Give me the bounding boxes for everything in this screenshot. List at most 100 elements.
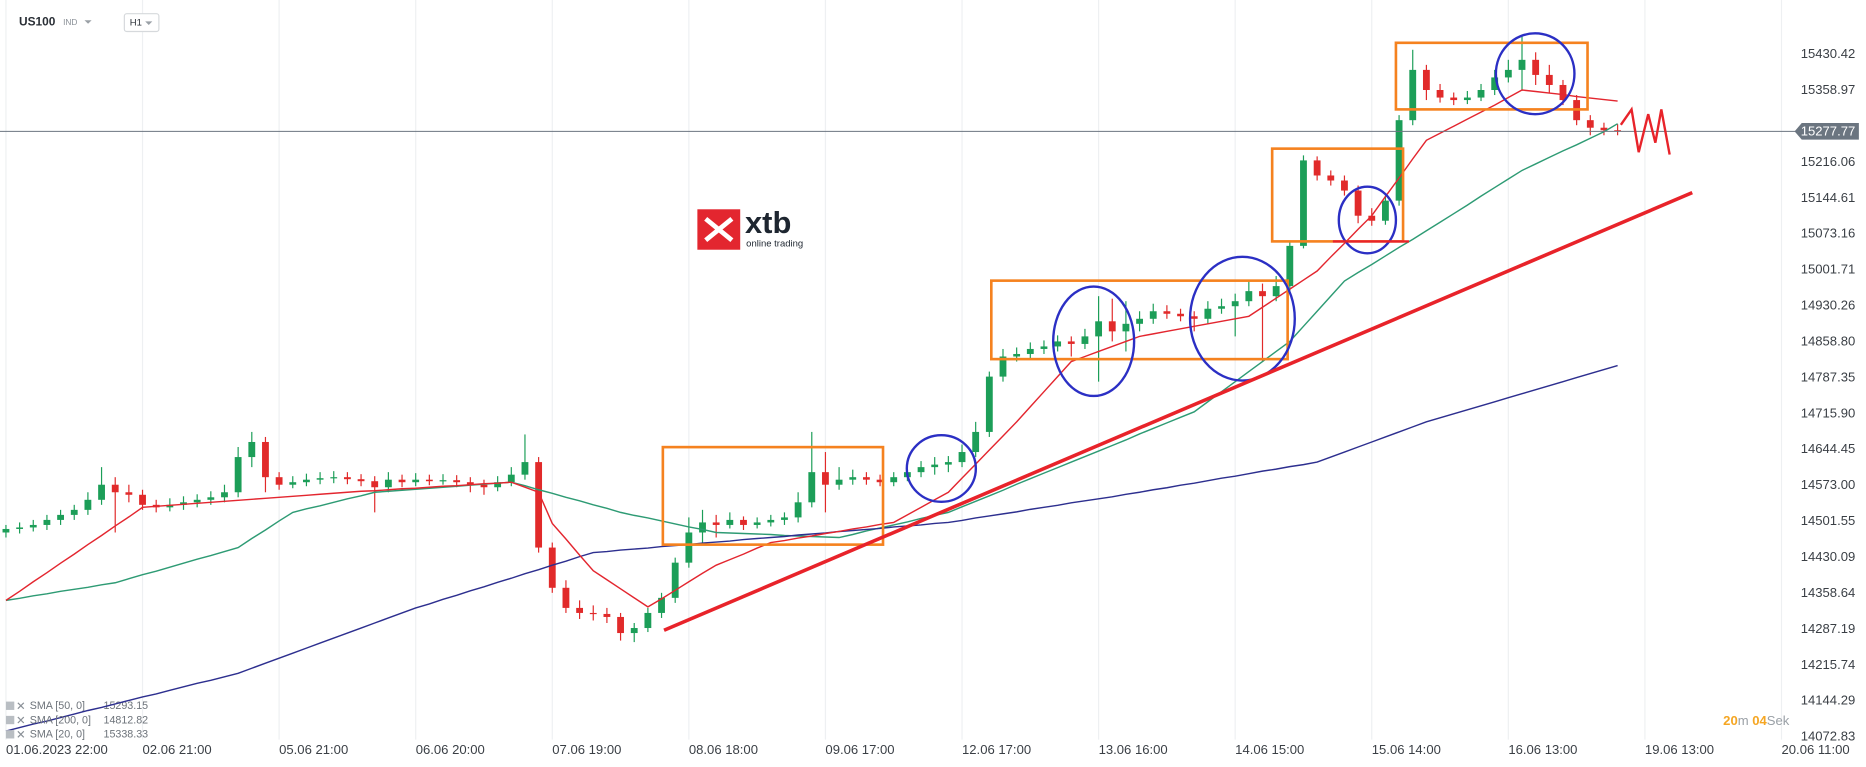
candle-body [1341,180,1348,191]
candle-body [439,480,447,482]
market: IND [63,17,77,27]
symbol: US100 [19,15,56,29]
candle-body [43,519,51,525]
candle-body [1259,291,1266,297]
x-tick-label: 08.06 18:00 [689,742,758,757]
logo-text: xtb [745,205,791,240]
candle-body [1313,160,1321,176]
annotation-circle [1337,185,1398,255]
candle-body [740,519,747,525]
candle-body [1368,215,1376,221]
candle-body [999,356,1007,377]
countdown-seconds: 04 [1752,713,1767,728]
candle-body [1422,69,1430,91]
candle-body [2,528,10,533]
candle-body [835,479,843,485]
x-tick-label: 20.06 11:00 [1782,742,1850,757]
candle-body [603,613,611,617]
trend-line [663,191,1693,632]
candle-body [589,612,597,615]
annotation-box [1394,41,1589,111]
annotation-circle [1052,285,1136,398]
candle-body [1327,175,1335,181]
candle-body [1409,69,1417,121]
legend-value: 15338.33 [104,729,149,741]
y-tick-label: 15358.97 [1801,82,1856,97]
annotation-circle [1188,255,1296,382]
candle-body [480,484,488,488]
annotation-boxes [661,41,1589,546]
candle-body [1395,120,1403,201]
candle-body [712,522,720,525]
candle-body [1149,311,1157,319]
candle-body [617,616,624,634]
candle-body [535,462,543,548]
annotation-box [661,445,885,546]
y-tick-label: 14573.00 [1801,477,1856,492]
x-tick-label: 16.06 13:00 [1508,742,1577,757]
candle-body [1382,200,1389,221]
candle-body [316,478,324,480]
interval-dropdown[interactable] [123,13,160,33]
annotation-circle [1494,32,1576,116]
candle-body [180,502,187,505]
candle-body [1204,308,1212,319]
candle-body [972,431,980,453]
legend-value: 14812.82 [104,714,149,726]
candle-body [1272,286,1280,297]
legend-name: SMA [20, 0] [30,729,85,741]
candle-body [794,502,802,518]
candle-body [548,547,556,588]
candle-body [1354,190,1362,216]
candle-body [494,482,502,488]
candle-body [16,527,24,529]
candle-body [1163,311,1171,314]
countdown-minutes: 20 [1723,713,1738,728]
candle-body [699,522,706,533]
countdown: 20m 04Sek [1723,713,1790,728]
candle-body [1190,316,1198,319]
candle-body [289,482,297,485]
candle-body [1463,97,1471,101]
y-tick-label: 14501.55 [1801,513,1856,528]
candle-body [1614,130,1622,132]
candle-body [808,472,816,503]
candle-body [398,479,406,483]
candle-body [876,479,884,483]
candle-body [384,479,392,488]
y-tick-label: 14430.09 [1801,549,1856,564]
candle-body [1450,97,1458,101]
candle-body [57,514,64,520]
x-tick-label: 05.06 21:00 [279,742,348,757]
candle-body [1095,321,1103,337]
candle-body [781,517,788,520]
legend-remove [17,716,25,724]
logo-tagline: online trading [746,238,803,249]
candle-body [726,519,734,525]
y-tick-label: 14215.74 [1801,657,1856,672]
candle-body [958,452,966,463]
logo-x [704,216,734,243]
candle-body [931,464,939,468]
watermark: xtb online trading [697,205,803,250]
candle-body [1600,127,1608,131]
candle-body [1122,323,1130,332]
annotation-box [990,279,1289,361]
annotation-circle [905,434,978,504]
candle-body [767,519,775,523]
sma-line [5,123,1618,602]
y-tick-label: 15216.06 [1801,154,1856,169]
candle-body [1054,341,1062,347]
candle-body [1013,353,1021,357]
legend-remove [17,730,25,738]
candle-body [1245,291,1253,302]
y-tick-label: 15430.42 [1801,46,1856,61]
y-tick-label: 14358.64 [1801,585,1856,600]
annotation-circles [905,32,1576,504]
candle-body [630,628,638,634]
candle-body [343,477,351,480]
y-tick-label: 14715.90 [1801,405,1856,420]
market-caret[interactable] [84,20,92,24]
candle-body [357,479,365,482]
candle-body [29,524,37,528]
